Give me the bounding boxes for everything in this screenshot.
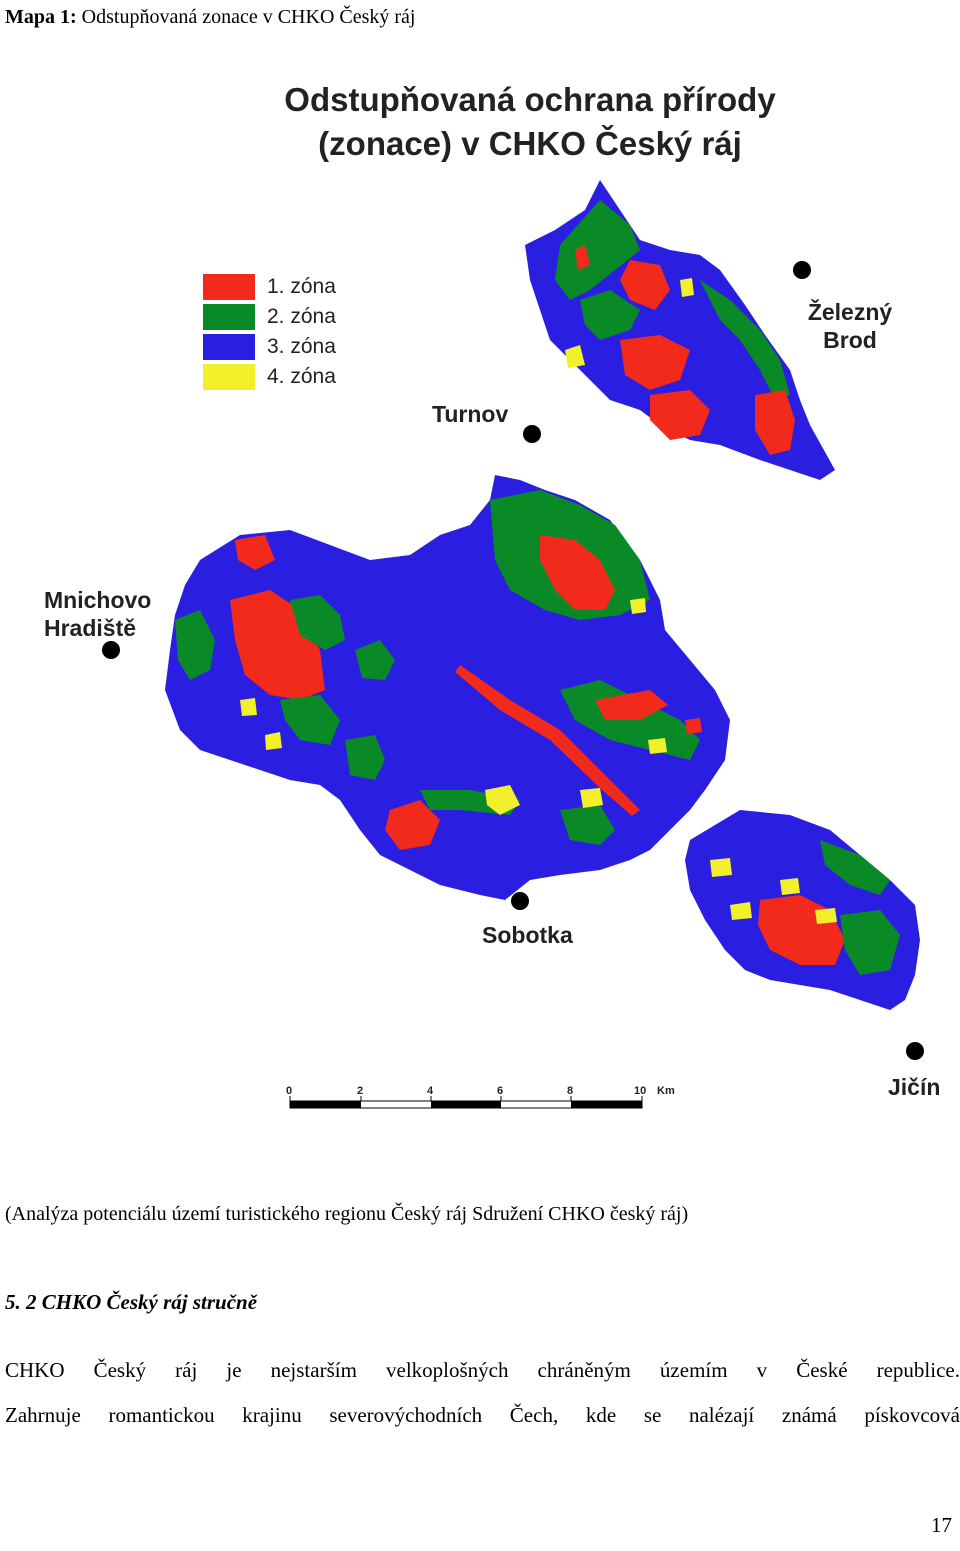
legend-label-zone-1: 1. zóna (267, 275, 336, 298)
figure-caption: Mapa 1: Odstupňovaná zonace v CHKO Český… (5, 6, 415, 29)
map-region-north (525, 180, 835, 480)
town-label-jicin: Jičín (888, 1074, 941, 1100)
town-name-mnichovo-line1: Mnichovo (44, 587, 152, 613)
scale-unit: Km (657, 1085, 675, 1097)
town-label-zelezny-brod: Železný Brod (795, 298, 905, 354)
legend-row-zone-3: 3. zóna (203, 332, 336, 362)
scale-tick-4: 4 (427, 1085, 434, 1097)
legend-swatch-zone-4 (203, 364, 255, 390)
source-note: (Analýza potenciálu území turistického r… (5, 1203, 689, 1225)
scale-tick-2: 2 (357, 1085, 364, 1097)
section-heading: 5. 2 CHKO Český ráj stručně (5, 1290, 258, 1314)
legend-label-zone-4: 4. zóna (267, 365, 336, 388)
town-name-zelezny-brod-line1: Železný (807, 299, 893, 325)
scale-bar (289, 1096, 643, 1109)
caption-label: Mapa 1: (5, 6, 77, 28)
map-legend: 1. zóna 2. zóna 3. zóna 4. zóna (203, 272, 336, 392)
zonation-map (165, 180, 920, 1109)
town-label-mnichovo-hradiste: Mnichovo Hradiště (44, 586, 151, 642)
town-marker-zelezny-brod (793, 261, 811, 279)
scale-tick-8: 8 (567, 1085, 574, 1097)
map-title-line2: (zonace) v CHKO Český ráj (318, 125, 742, 162)
town-marker-turnov (523, 425, 541, 443)
scale-tick-0: 0 (286, 1085, 293, 1097)
town-marker-jicin (906, 1042, 924, 1060)
legend-swatch-zone-1 (203, 274, 255, 300)
legend-row-zone-2: 2. zóna (203, 302, 336, 332)
town-label-sobotka: Sobotka (482, 922, 573, 948)
legend-swatch-zone-3 (203, 334, 255, 360)
scale-tick-10: 10 (634, 1085, 647, 1097)
caption-text: Odstupňovaná zonace v CHKO Český ráj (81, 6, 416, 28)
page-number: 17 (931, 1513, 952, 1537)
paragraph-line-2: Zahrnuje romantickou krajinu severovýcho… (5, 1403, 960, 1427)
map-title-line1: Odstupňovaná ochrana přírody (284, 81, 776, 118)
legend-label-zone-3: 3. zóna (267, 335, 336, 358)
legend-row-zone-1: 1. zóna (203, 272, 336, 302)
town-marker-sobotka (511, 892, 529, 910)
town-name-zelezny-brod-line2: Brod (823, 327, 877, 353)
map-region-southeast (685, 810, 920, 1010)
town-marker-mnichovo-hradiste (102, 641, 120, 659)
map-title: Odstupňovaná ochrana přírody (zonace) v … (0, 78, 960, 166)
town-name-mnichovo-line2: Hradiště (44, 615, 137, 641)
legend-swatch-zone-2 (203, 304, 255, 330)
map-region-central (165, 475, 730, 900)
scale-tick-6: 6 (497, 1085, 504, 1097)
paragraph-line-1: CHKO Český ráj je nejstarším velkoplošný… (5, 1358, 960, 1382)
legend-label-zone-2: 2. zóna (267, 305, 336, 328)
town-label-turnov: Turnov (432, 401, 509, 427)
legend-row-zone-4: 4. zóna (203, 362, 336, 392)
